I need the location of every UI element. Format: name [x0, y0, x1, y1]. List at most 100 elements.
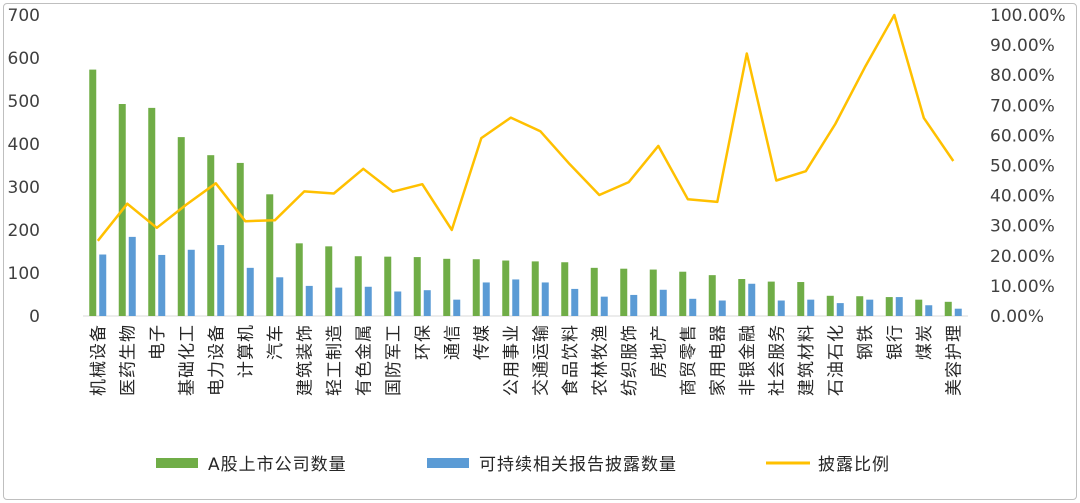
bar-listed-companies [325, 246, 333, 316]
bar-sustainability-reports [158, 254, 166, 316]
ratio-line-series [96, 13, 955, 242]
legend-swatch-blue [427, 458, 469, 468]
bar-sustainability-reports [600, 296, 608, 316]
bar-sustainability-reports [423, 290, 431, 316]
right-tick-label: 70.00% [990, 96, 1055, 116]
right-tick-label: 80.00% [990, 66, 1055, 86]
bar-sustainability-reports [718, 300, 726, 316]
bar-listed-companies [708, 275, 716, 316]
bar-sustainability-reports [866, 299, 874, 316]
left-tick-label: 600 [8, 49, 40, 69]
category-label: 社会服务 [767, 324, 787, 396]
category-label: 商贸零售 [679, 324, 699, 396]
category-label: 石油石化 [826, 324, 846, 396]
left-tick-label: 400 [8, 135, 40, 155]
bar-listed-companies [885, 297, 893, 316]
category-label: 钢铁 [856, 324, 876, 360]
bar-sustainability-reports [99, 254, 107, 316]
right-tick-label: 20.00% [990, 247, 1055, 267]
bar-sustainability-reports [276, 277, 284, 316]
bar-listed-companies [649, 269, 657, 316]
legend-label-sustainability-reports: 可持续相关报告披露数量 [479, 455, 677, 475]
bar-listed-companies [826, 295, 834, 316]
bar-listed-companies [295, 243, 303, 316]
category-label: 农林牧渔 [590, 324, 610, 396]
category-label: 银行 [885, 324, 905, 360]
right-tick-label: 40.00% [990, 187, 1055, 207]
right-y-axis: 0.00% 10.00% 20.00% 30.00% 40.00% 50.00% 60.00… [990, 6, 1066, 327]
bar-sustainability-reports [512, 279, 520, 316]
bar-series [89, 69, 962, 316]
bar-listed-companies [413, 257, 421, 316]
bar-listed-companies [767, 281, 775, 316]
bar-sustainability-reports [305, 285, 313, 316]
bar-listed-companies [354, 256, 362, 316]
legend-item-listed-companies: A股上市公司数量 [156, 455, 347, 475]
category-label: 电子 [148, 324, 168, 360]
bar-sustainability-reports [925, 305, 933, 316]
category-label: 纺织服饰 [620, 324, 640, 396]
bar-listed-companies [236, 162, 244, 316]
bar-listed-companies [915, 299, 923, 316]
bar-sustainability-reports [482, 282, 490, 316]
bar-sustainability-reports [246, 267, 254, 316]
bar-listed-companies [443, 258, 451, 316]
bar-sustainability-reports [453, 299, 461, 316]
bar-sustainability-reports [954, 308, 962, 316]
bar-listed-companies [531, 261, 539, 316]
bar-listed-companies [502, 260, 510, 316]
bar-listed-companies [472, 259, 480, 316]
bar-listed-companies [561, 262, 569, 316]
bar-sustainability-reports [187, 249, 195, 316]
category-label: 煤炭 [915, 324, 935, 360]
legend: A股上市公司数量 可持续相关报告披露数量 披露比例 [156, 455, 889, 475]
left-tick-label: 700 [8, 6, 40, 26]
left-tick-label: 0 [29, 307, 40, 327]
bar-sustainability-reports [541, 282, 549, 316]
bar-sustainability-reports [748, 283, 756, 316]
left-y-axis: 0 100 200 300 400 500 600 700 [8, 6, 968, 327]
bar-listed-companies [944, 301, 952, 316]
category-label: 房地产 [649, 324, 669, 378]
category-label: 建筑装饰 [295, 324, 315, 396]
category-labels: 机械设备 医药生物 电子 基础化工 电力设备 计算机 汽车 建筑装饰 轻工制造 有色金属 国防军工环… [89, 324, 964, 396]
category-label: 国防军工 [384, 324, 404, 396]
bar-listed-companies [797, 282, 805, 316]
category-label: 非银金融 [738, 324, 758, 396]
bar-sustainability-reports [217, 245, 225, 316]
bar-sustainability-reports [807, 299, 815, 316]
bar-listed-companies [148, 107, 156, 316]
legend-swatch-green [156, 458, 198, 468]
category-label: 通信 [443, 324, 463, 360]
bar-sustainability-reports [777, 300, 785, 316]
bar-listed-companies [266, 194, 274, 316]
category-label: 传媒 [472, 324, 492, 360]
category-label: 汽车 [266, 324, 286, 360]
legend-label-listed-companies: A股上市公司数量 [208, 455, 347, 475]
category-label: 公用事业 [502, 324, 522, 396]
ratio-line [96, 13, 955, 242]
right-tick-label: 0.00% [990, 307, 1044, 327]
category-label: 环保 [413, 324, 433, 360]
bar-listed-companies [89, 69, 97, 316]
right-tick-label: 30.00% [990, 217, 1055, 237]
category-label: 计算机 [236, 324, 256, 378]
bar-sustainability-reports [128, 236, 136, 316]
category-label: 轻工制造 [325, 324, 345, 396]
bar-sustainability-reports [571, 288, 579, 316]
right-tick-label: 60.00% [990, 126, 1055, 146]
category-label: 美容护理 [944, 324, 964, 396]
category-label: 医药生物 [118, 324, 138, 396]
right-tick-label: 50.00% [990, 157, 1055, 177]
bar-listed-companies [679, 271, 687, 316]
category-label: 电力设备 [207, 324, 227, 396]
bar-sustainability-reports [689, 298, 697, 316]
left-tick-label: 500 [8, 92, 40, 112]
right-tick-label: 100.00% [990, 6, 1066, 26]
bar-listed-companies [177, 137, 185, 316]
bar-sustainability-reports [364, 286, 372, 316]
category-label: 家用电器 [708, 324, 728, 396]
category-label: 有色金属 [354, 324, 374, 396]
bar-sustainability-reports [335, 287, 343, 316]
